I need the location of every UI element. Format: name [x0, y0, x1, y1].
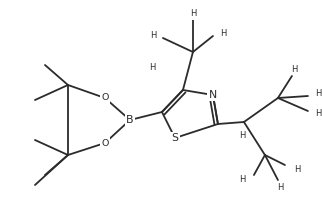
Text: S: S: [171, 133, 178, 143]
Text: H: H: [220, 29, 226, 38]
Text: O: O: [101, 139, 109, 148]
Text: N: N: [209, 90, 217, 100]
Text: H: H: [150, 32, 156, 41]
Text: H: H: [149, 62, 155, 71]
Text: H: H: [291, 65, 297, 74]
Text: B: B: [126, 115, 134, 125]
Text: H: H: [239, 176, 245, 185]
Text: O: O: [101, 93, 109, 102]
Text: H: H: [277, 184, 283, 192]
Text: H: H: [190, 9, 196, 19]
Text: H: H: [315, 89, 321, 98]
Text: H: H: [294, 166, 300, 175]
Text: H: H: [239, 131, 245, 140]
Text: H: H: [315, 110, 321, 119]
